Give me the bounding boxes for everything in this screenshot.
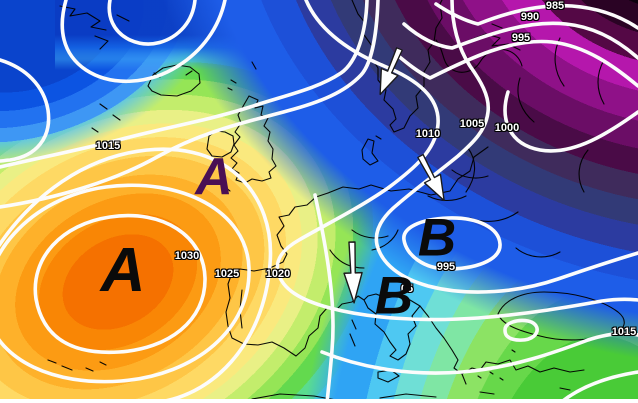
bottom-margin [0, 399, 638, 403]
